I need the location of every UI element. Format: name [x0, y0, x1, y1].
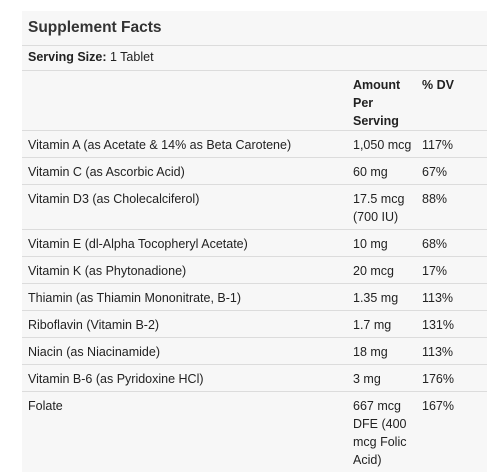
- table-row: Vitamin D3 (as Cholecalciferol) 17.5 mcg…: [22, 184, 487, 230]
- supplement-facts-panel: Supplement Facts Serving Size: 1 Tablet …: [22, 11, 487, 472]
- nutrient-name: Vitamin A (as Acetate & 14% as Beta Caro…: [22, 130, 353, 158]
- table-row: Niacin (as Niacinamide) 18 mg 113%: [22, 337, 487, 365]
- nutrient-name: Vitamin C (as Ascorbic Acid): [22, 157, 353, 185]
- serving-size-label: Serving Size:: [28, 50, 107, 64]
- table-row: Vitamin B-6 (as Pyridoxine HCl) 3 mg 176…: [22, 364, 487, 392]
- nutrient-amount: 10 mg: [353, 229, 422, 257]
- serving-size: Serving Size: 1 Tablet: [22, 46, 487, 71]
- table-row: Folate 667 mcg DFE (400 mcg Folic Acid) …: [22, 391, 487, 472]
- nutrient-name: Vitamin B-6 (as Pyridoxine HCl): [22, 364, 353, 392]
- nutrient-amount: 17.5 mcg (700 IU): [353, 184, 422, 230]
- nutrient-name: Vitamin D3 (as Cholecalciferol): [22, 184, 353, 230]
- table-row: Vitamin C (as Ascorbic Acid) 60 mg 67%: [22, 157, 487, 185]
- nutrient-dv: 131%: [422, 310, 487, 338]
- table-row: Riboflavin (Vitamin B-2) 1.7 mg 131%: [22, 310, 487, 338]
- nutrient-name: Vitamin E (dl-Alpha Tocopheryl Acetate): [22, 229, 353, 257]
- nutrient-amount: 1,050 mcg: [353, 130, 422, 158]
- amount-header: Amount Per Serving: [353, 71, 422, 131]
- nutrient-name: Riboflavin (Vitamin B-2): [22, 310, 353, 338]
- nutrient-dv: 113%: [422, 283, 487, 311]
- nutrient-dv: 17%: [422, 256, 487, 284]
- nutrient-amount: 60 mg: [353, 157, 422, 185]
- table-row: Vitamin A (as Acetate & 14% as Beta Caro…: [22, 130, 487, 158]
- nutrient-dv: 117%: [422, 130, 487, 158]
- nutrient-amount: 18 mg: [353, 337, 422, 365]
- nutrient-dv: 67%: [422, 157, 487, 185]
- nutrient-dv: 176%: [422, 364, 487, 392]
- nutrient-name: Niacin (as Niacinamide): [22, 337, 353, 365]
- facts-table: Amount Per Serving % DV Vitamin A (as Ac…: [22, 71, 487, 472]
- header-row: Amount Per Serving % DV: [22, 71, 487, 131]
- nutrient-header: [22, 71, 353, 131]
- nutrient-amount: 667 mcg DFE (400 mcg Folic Acid): [353, 391, 422, 472]
- nutrient-name: Folate: [22, 391, 353, 472]
- nutrient-dv: 68%: [422, 229, 487, 257]
- nutrient-name: Vitamin K (as Phytonadione): [22, 256, 353, 284]
- table-row: Vitamin E (dl-Alpha Tocopheryl Acetate) …: [22, 229, 487, 257]
- nutrient-amount: 1.35 mg: [353, 283, 422, 311]
- dv-header: % DV: [422, 71, 487, 131]
- table-row: Thiamin (as Thiamin Mononitrate, B-1) 1.…: [22, 283, 487, 311]
- table-row: Vitamin K (as Phytonadione) 20 mcg 17%: [22, 256, 487, 284]
- nutrient-dv: 167%: [422, 391, 487, 472]
- nutrient-amount: 1.7 mg: [353, 310, 422, 338]
- nutrient-name: Thiamin (as Thiamin Mononitrate, B-1): [22, 283, 353, 311]
- nutrient-amount: 3 mg: [353, 364, 422, 392]
- nutrient-dv: 88%: [422, 184, 487, 230]
- serving-size-value: 1 Tablet: [109, 50, 154, 64]
- nutrient-dv: 113%: [422, 337, 487, 365]
- panel-title: Supplement Facts: [22, 11, 487, 46]
- nutrient-amount: 20 mcg: [353, 256, 422, 284]
